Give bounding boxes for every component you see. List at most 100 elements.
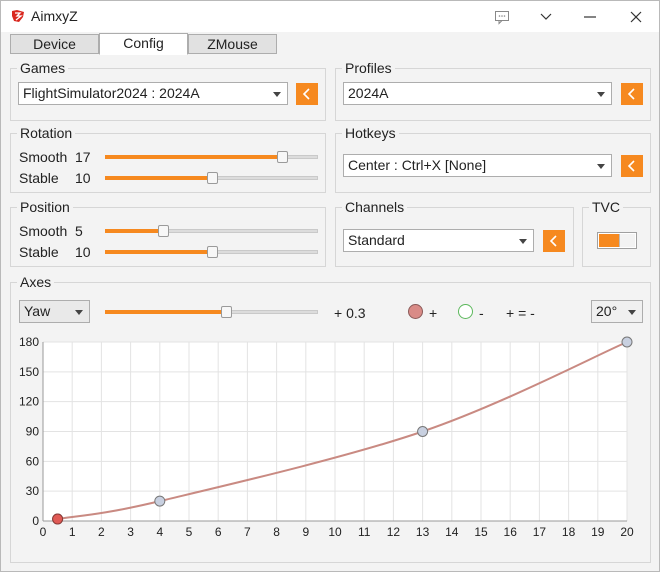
games-back-button[interactable] (296, 83, 318, 105)
profiles-selected: 2024A (348, 85, 389, 101)
axis-combobox[interactable]: Yaw (19, 300, 90, 323)
rotation-stable-slider[interactable] (105, 172, 318, 184)
x-tick-label: 12 (387, 525, 401, 539)
feedback-button[interactable] (482, 5, 522, 29)
curve-control-point[interactable] (417, 426, 429, 437)
x-tick-label: 18 (562, 525, 576, 539)
y-tick-label: 90 (26, 425, 40, 439)
hotkeys-group: Hotkeys Center : Ctrl+X [None] (335, 125, 651, 193)
close-icon (630, 11, 642, 23)
x-tick-label: 8 (273, 525, 280, 539)
slider-thumb[interactable] (276, 151, 288, 163)
slider-thumb[interactable] (206, 172, 218, 184)
dropdown-arrow-icon (597, 92, 605, 97)
position-stable-value: 10 (75, 244, 91, 260)
x-tick-label: 7 (244, 525, 251, 539)
current-position-point (52, 513, 64, 525)
y-tick-label: 150 (19, 365, 39, 379)
tvc-group: TVC (582, 199, 651, 267)
x-tick-label: 9 (302, 525, 309, 539)
profiles-title: Profiles (342, 60, 395, 76)
tab-device[interactable]: Device (10, 34, 99, 54)
y-tick-label: 30 (26, 484, 40, 498)
minus-point-icon[interactable] (458, 304, 473, 319)
position-stable-slider[interactable] (105, 246, 318, 258)
chevron-left-icon (302, 88, 310, 100)
plus-point-icon[interactable] (408, 304, 423, 319)
position-title: Position (17, 199, 73, 215)
x-tick-label: 2 (98, 525, 105, 539)
tab-zmouse[interactable]: ZMouse (188, 34, 277, 54)
rotation-group: Rotation Smooth 17 Stable 10 (10, 125, 326, 193)
channels-back-button[interactable] (543, 230, 565, 252)
position-smooth-slider[interactable] (105, 225, 318, 237)
close-button[interactable] (616, 5, 656, 29)
profiles-combobox[interactable]: 2024A (343, 82, 612, 105)
app-title: AimxyZ (31, 8, 78, 24)
slider-thumb[interactable] (157, 225, 169, 237)
x-tick-label: 6 (215, 525, 222, 539)
channels-selected: Standard (348, 232, 405, 248)
position-smooth-label: Smooth (19, 223, 68, 239)
x-tick-label: 17 (533, 525, 547, 539)
chevron-left-icon (549, 235, 557, 247)
minimize-button[interactable] (570, 5, 610, 29)
x-tick-label: 10 (328, 525, 342, 539)
rotation-smooth-slider[interactable] (105, 151, 318, 163)
rotation-smooth-label: Smooth (19, 149, 68, 165)
collapse-button[interactable] (526, 5, 566, 29)
x-tick-label: 14 (445, 525, 459, 539)
dropdown-arrow-icon (519, 239, 527, 244)
dropdown-arrow-icon (628, 310, 636, 315)
channels-combobox[interactable]: Standard (343, 229, 534, 252)
chevron-left-icon (627, 88, 635, 100)
y-tick-label: 0 (32, 514, 39, 528)
y-tick-label: 120 (19, 395, 39, 409)
position-group: Position Smooth 5 Stable 10 (10, 199, 326, 267)
x-tick-label: 20 (620, 525, 634, 539)
hotkeys-combobox[interactable]: Center : Ctrl+X [None] (343, 154, 612, 177)
dropdown-arrow-icon (273, 92, 281, 97)
minimize-icon (584, 16, 596, 18)
rotation-smooth-value: 17 (75, 149, 91, 165)
hotkeys-title: Hotkeys (342, 125, 399, 141)
rotation-stable-label: Stable (19, 170, 59, 186)
profiles-group: Profiles 2024A (335, 60, 651, 121)
x-tick-label: 11 (358, 525, 371, 539)
hotkeys-back-button[interactable] (621, 155, 643, 177)
angle-selected: 20° (596, 303, 618, 319)
x-tick-label: 3 (127, 525, 134, 539)
dropdown-arrow-icon (75, 310, 83, 315)
channels-title: Channels (342, 199, 408, 215)
x-tick-label: 5 (186, 525, 193, 539)
curve-control-point[interactable] (621, 336, 633, 348)
slider-thumb[interactable] (221, 306, 233, 318)
tvc-title: TVC (589, 199, 623, 215)
axis-selected: Yaw (24, 303, 51, 319)
games-title: Games (17, 60, 69, 76)
x-tick-label: 13 (416, 525, 430, 539)
x-tick-label: 19 (591, 525, 605, 539)
channels-group: Channels Standard (335, 199, 574, 267)
app-logo-icon (12, 10, 24, 22)
slider-thumb[interactable] (206, 246, 218, 258)
angle-combobox[interactable]: 20° (591, 300, 643, 323)
legend-minus-label: - (479, 305, 484, 321)
legend-equal-label[interactable]: + = - (506, 305, 535, 321)
chevron-left-icon (627, 160, 635, 172)
curve-control-point[interactable] (154, 495, 166, 507)
profiles-back-button[interactable] (621, 83, 643, 105)
x-tick-label: 0 (40, 525, 47, 539)
rotation-title: Rotation (17, 125, 76, 141)
x-tick-label: 4 (156, 525, 163, 539)
response-curve-chart[interactable]: 0 1 2 3 4 5 6 7 8 9 10 11 12 13 14 15 16 17 18 19 2003060901… (11, 329, 641, 544)
tab-config[interactable]: Config (99, 33, 188, 55)
position-smooth-value: 5 (75, 223, 83, 239)
axes-slider[interactable] (105, 306, 318, 318)
x-tick-label: 16 (504, 525, 518, 539)
games-group: Games FlightSimulator2024 : 2024A (10, 60, 326, 121)
games-combobox[interactable]: FlightSimulator2024 : 2024A (18, 82, 288, 105)
axes-title: Axes (17, 274, 55, 290)
legend-plus-label: + (429, 305, 438, 321)
tvc-toggle[interactable] (597, 232, 637, 249)
